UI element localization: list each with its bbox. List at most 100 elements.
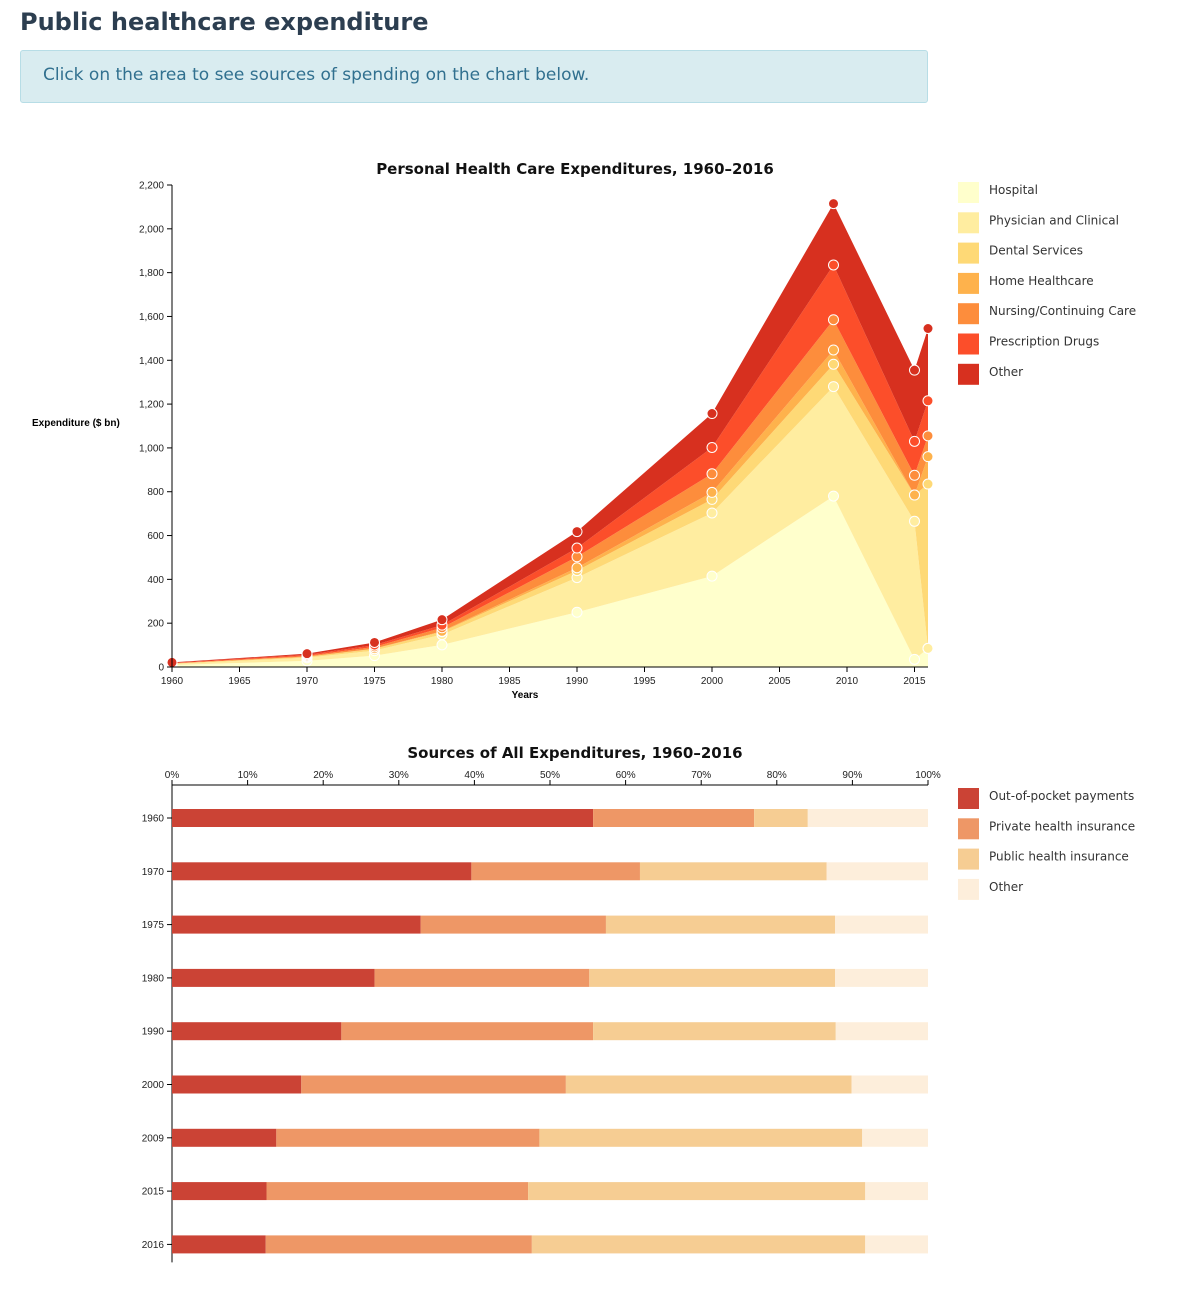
x-tick-label: 70% (691, 770, 711, 781)
point-home-healthcare-2009[interactable] (828, 344, 839, 356)
point-home-healthcare-2015[interactable] (909, 489, 920, 501)
area-chart-title: Personal Health Care Expenditures, 1960–… (376, 160, 774, 178)
legend-label-nursing-continuing-care: Nursing/Continuing Care (989, 304, 1136, 318)
legend-swatch-other (958, 363, 979, 385)
x-tick-label: 90% (842, 770, 862, 781)
x-tick-label: 20% (313, 770, 333, 781)
x-tick-label: 2000 (701, 676, 724, 687)
legend-label-out-of-pocket-payments: Out-of-pocket payments (989, 789, 1134, 803)
legend-swatch-home-healthcare (958, 272, 979, 294)
point-physician-and-clinical-2009[interactable] (828, 381, 839, 393)
point-nursing-continuing-care-2000[interactable] (706, 468, 718, 480)
point-nursing-continuing-care-2009[interactable] (828, 314, 839, 326)
bar-2016-other (865, 1235, 928, 1254)
area-hospital[interactable] (172, 496, 928, 667)
legend-swatch-nursing-continuing-care (958, 303, 979, 325)
y-tick-label: 1,600 (139, 312, 164, 323)
y-tick-label: 1,800 (139, 268, 164, 279)
point-hospital-1990[interactable] (571, 606, 583, 618)
bar-1975-out-of-pocket-payments (172, 915, 421, 934)
point-dental-services-2009[interactable] (828, 358, 839, 370)
point-other-2015[interactable] (909, 364, 920, 376)
bar-1980-out-of-pocket-payments (172, 968, 375, 987)
point-other-1975[interactable] (369, 636, 380, 648)
legend-label-hospital: Hospital (989, 183, 1038, 197)
y-tick-label: 400 (147, 575, 164, 586)
x-tick-label: 40% (464, 770, 484, 781)
bar-2000-out-of-pocket-payments (172, 1075, 302, 1094)
bar-2009-private-health-insurance (276, 1128, 540, 1147)
x-tick-label: 0% (165, 770, 180, 781)
x-tick-label: 1995 (633, 676, 656, 687)
y-tick-label: 1,000 (139, 443, 164, 454)
y-tick-label: 2000 (142, 1080, 165, 1091)
point-hospital-2015[interactable] (909, 653, 920, 665)
area-other[interactable] (172, 203, 928, 663)
bar-2015-public-health-insurance (528, 1182, 866, 1201)
area-physician-and-clinical[interactable] (172, 386, 928, 666)
point-other-2016[interactable] (922, 323, 934, 335)
point-prescription-drugs-2009[interactable] (828, 259, 839, 271)
bar-2009-public-health-insurance (539, 1128, 863, 1147)
legend-swatch-physician-and-clinical (958, 212, 979, 234)
legend-swatch-public-health-insurance (958, 848, 979, 870)
point-home-healthcare-2000[interactable] (706, 486, 718, 498)
x-tick-label: 10% (238, 770, 258, 781)
legend-label-other: Other (989, 365, 1023, 379)
point-dental-services-2016[interactable] (922, 478, 934, 490)
area-chart[interactable]: 0 200 400 600 800 1,000 1,200 1,400 1,600 1,800 2,… (0, 0, 1180, 720)
x-tick-label: 2010 (836, 676, 859, 687)
legend-label-private-health-insurance: Private health insurance (989, 819, 1135, 833)
bar-1980-public-health-insurance (589, 968, 836, 987)
point-prescription-drugs-1990[interactable] (571, 542, 583, 554)
bar-2016-private-health-insurance (265, 1235, 532, 1254)
point-home-healthcare-1990[interactable] (571, 562, 583, 574)
bar-1990-out-of-pocket-payments (172, 1022, 342, 1041)
point-other-2009[interactable] (828, 198, 839, 210)
point-prescription-drugs-2015[interactable] (909, 435, 920, 447)
bar-1980-other (835, 968, 928, 987)
point-hospital-2009[interactable] (828, 490, 839, 502)
point-physician-and-clinical-2000[interactable] (706, 507, 718, 519)
x-axis-title: Years (512, 690, 539, 701)
legend-swatch-dental-services (958, 242, 979, 264)
legend-label-public-health-insurance: Public health insurance (989, 850, 1129, 864)
y-tick-label: 2016 (142, 1240, 165, 1251)
legend-swatch-out-of-pocket-payments (958, 788, 979, 809)
x-tick-label: 60% (616, 770, 636, 781)
point-other-1990[interactable] (571, 526, 583, 538)
x-tick-label: 1985 (498, 676, 521, 687)
point-hospital-2000[interactable] (706, 570, 718, 582)
point-nursing-continuing-care-2016[interactable] (922, 430, 934, 442)
x-tick-label: 30% (389, 770, 409, 781)
bar-2016-out-of-pocket-payments (172, 1235, 266, 1254)
y-tick-label: 1,400 (139, 356, 164, 367)
point-nursing-continuing-care-2015[interactable] (909, 469, 920, 481)
point-physician-and-clinical-2016[interactable] (922, 642, 934, 654)
y-axis-title: Expenditure ($ bn) (32, 418, 120, 429)
point-other-1980[interactable] (436, 614, 448, 626)
y-tick-label: 1975 (142, 920, 165, 931)
bar-1960-public-health-insurance (754, 809, 808, 827)
legend-swatch-private-health-insurance (958, 818, 979, 840)
bar-2000-other (851, 1075, 928, 1094)
y-tick-label: 1990 (142, 1027, 165, 1038)
bar-1975-public-health-insurance (605, 915, 836, 934)
point-prescription-drugs-2016[interactable] (922, 395, 934, 407)
bar-1970-private-health-insurance (471, 862, 640, 881)
bar-1970-other (826, 862, 928, 881)
bar-1975-private-health-insurance (420, 915, 606, 934)
point-other-1970[interactable] (301, 648, 313, 660)
x-tick-label: 1980 (431, 676, 454, 687)
y-tick-label: 0 (158, 663, 164, 674)
x-tick-label: 1970 (296, 676, 319, 687)
point-physician-and-clinical-2015[interactable] (909, 515, 920, 527)
point-home-healthcare-2016[interactable] (922, 451, 934, 463)
point-other-2000[interactable] (706, 408, 718, 420)
bar-2015-private-health-insurance (266, 1182, 529, 1201)
point-prescription-drugs-2000[interactable] (706, 441, 718, 453)
bar-1960-private-health-insurance (593, 809, 755, 827)
bar-1990-private-health-insurance (341, 1022, 594, 1041)
legend-label-other: Other (989, 880, 1023, 894)
